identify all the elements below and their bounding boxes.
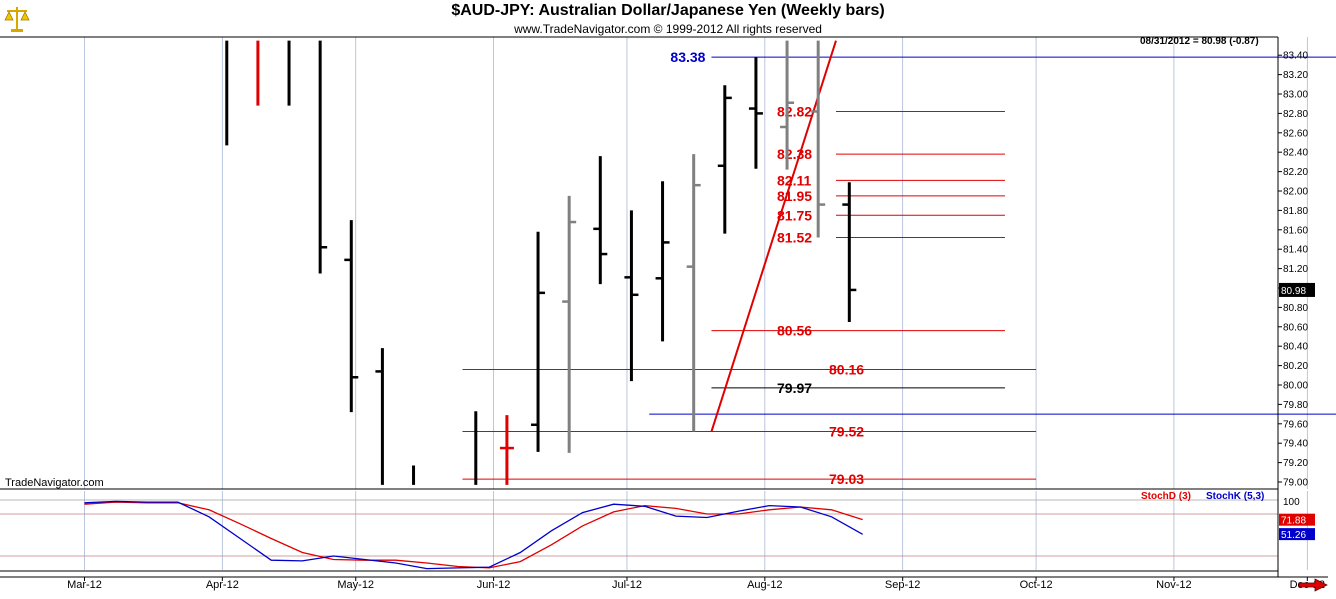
price-readout: 08/31/2012 = 80.98 (-0.87) xyxy=(1140,36,1259,47)
chart-title: $AUD-JPY: Australian Dollar/Japanese Yen… xyxy=(451,2,885,19)
ohlc-bar xyxy=(624,210,639,382)
y-tick-label: 80.20 xyxy=(1283,361,1308,372)
ohlc-bar xyxy=(655,181,670,342)
level-label: 82.11 xyxy=(777,172,811,188)
y-tick-label: 81.20 xyxy=(1283,264,1308,275)
level-label: 79.52 xyxy=(829,424,864,440)
x-tick-label: Jul-12 xyxy=(612,579,642,591)
y-tick-label: 79.20 xyxy=(1283,458,1308,469)
level-label: 82.38 xyxy=(777,146,812,162)
level-label: 83.38 xyxy=(670,49,705,65)
ohlc-bar xyxy=(531,231,546,452)
y-tick-label: 82.00 xyxy=(1283,187,1308,198)
y-tick-label: 80.40 xyxy=(1283,342,1308,353)
y-tick-label: 82.80 xyxy=(1283,109,1308,120)
x-tick-label: Apr-12 xyxy=(206,579,239,591)
ohlc-bar xyxy=(717,85,732,234)
stoch-y-label: 100 xyxy=(1283,497,1300,508)
y-tick-label: 82.60 xyxy=(1283,128,1308,139)
ohlc-bar xyxy=(811,40,826,238)
ohlc-bar xyxy=(780,40,795,170)
y-tick-label: 82.40 xyxy=(1283,148,1308,159)
y-tick-label: 79.40 xyxy=(1283,439,1308,450)
chart-subtitle: www.TradeNavigator.com © 1999-2012 All r… xyxy=(514,22,822,36)
level-label: 79.97 xyxy=(777,380,812,396)
price-bars xyxy=(225,40,857,485)
y-tick-label: 80.60 xyxy=(1283,322,1308,333)
stochastic-panel: 100 71.88 51.26 xyxy=(0,497,1315,570)
watermark: TradeNavigator.com xyxy=(5,477,104,489)
ohlc-bar xyxy=(686,154,701,432)
stoch-k-legend: StochK (5,3) xyxy=(1206,491,1265,502)
level-label: 81.52 xyxy=(777,230,812,246)
level-label: 80.56 xyxy=(777,323,812,339)
x-tick-label: Mar-12 xyxy=(67,579,102,591)
trendline xyxy=(710,40,837,432)
y-tick-label: 82.20 xyxy=(1283,167,1308,178)
right-arrow-icon[interactable] xyxy=(1298,578,1328,592)
ohlc-bar xyxy=(748,57,763,169)
ohlc-bar xyxy=(344,220,359,413)
stoch-k-value: 51.26 xyxy=(1281,530,1306,541)
stoch-d-value: 71.88 xyxy=(1281,516,1306,527)
ohlc-bar xyxy=(375,348,384,485)
ohlc-bar xyxy=(593,156,608,285)
y-tick-label: 79.80 xyxy=(1283,400,1308,411)
y-tick-label: 81.60 xyxy=(1283,225,1308,236)
x-tick-label: Aug-12 xyxy=(747,579,782,591)
y-tick-label: 81.40 xyxy=(1283,245,1308,256)
stoch-k-line xyxy=(84,500,863,570)
y-tick-label: 83.00 xyxy=(1283,90,1308,101)
y-tick-label: 83.20 xyxy=(1283,70,1308,81)
x-tick-label: Nov-12 xyxy=(1156,579,1191,591)
trendline-layer xyxy=(710,40,837,432)
x-tick-label: Oct-12 xyxy=(1020,579,1053,591)
stoch-k-value-box xyxy=(1279,528,1315,541)
ohlc-bar xyxy=(562,195,577,453)
level-label: 81.95 xyxy=(777,188,812,204)
ohlc-bar xyxy=(499,415,514,485)
x-tick-label: Sep-12 xyxy=(885,579,920,591)
y-tick-label: 79.00 xyxy=(1283,478,1308,489)
ohlc-bar xyxy=(318,40,328,274)
y-tick-label: 81.80 xyxy=(1283,206,1308,217)
last-price-label: 80.98 xyxy=(1281,286,1306,297)
y-tick-label: 83.40 xyxy=(1283,51,1308,62)
x-tick-label: Jun-12 xyxy=(477,579,511,591)
y-tick-label: 79.60 xyxy=(1283,419,1308,430)
y-tick-label: 80.80 xyxy=(1283,303,1308,314)
scales-logo-icon xyxy=(4,7,30,32)
x-tick-label: May-12 xyxy=(337,579,374,591)
level-label: 81.75 xyxy=(777,207,812,223)
level-label: 82.82 xyxy=(777,103,812,119)
stoch-d-legend: StochD (3) xyxy=(1141,491,1191,502)
last-price-box xyxy=(1279,282,1315,297)
ohlc-bar xyxy=(842,182,857,322)
level-label: 79.03 xyxy=(829,471,864,487)
stoch-d-value-box xyxy=(1279,513,1315,526)
y-tick-label: 80.00 xyxy=(1283,381,1308,392)
level-label: 80.16 xyxy=(829,361,864,377)
